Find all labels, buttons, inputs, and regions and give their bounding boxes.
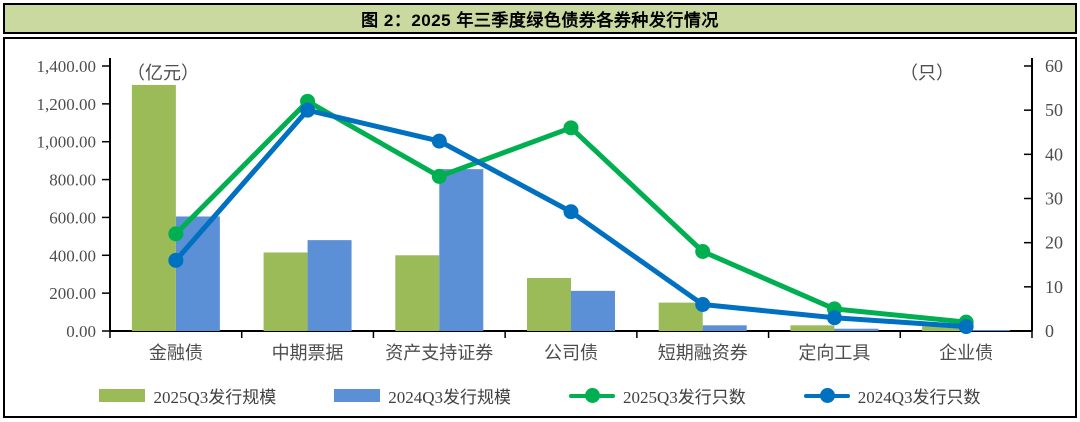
- svg-text:中期票据: 中期票据: [272, 343, 344, 363]
- bar-2025Q3发行规模-定向工具: [790, 325, 835, 331]
- point-2025Q3发行只数-资产支持证券: [431, 168, 447, 184]
- bar-2024Q3发行规模-中期票据: [307, 240, 352, 331]
- bar-2024Q3发行规模-资产支持证券: [439, 169, 484, 331]
- svg-text:600.00: 600.00: [49, 208, 96, 227]
- line-series: [168, 93, 974, 335]
- svg-text:60: 60: [1045, 56, 1063, 76]
- svg-text:（只）: （只）: [900, 63, 954, 83]
- bar-2024Q3发行规模-公司债: [571, 290, 615, 331]
- point-2025Q3发行只数-金融债: [168, 226, 184, 242]
- legend-bar-swatch: [99, 389, 146, 402]
- svg-text:1,000.00: 1,000.00: [37, 133, 97, 152]
- svg-text:10: 10: [1045, 277, 1063, 297]
- svg-text:资产支持证券: 资产支持证券: [385, 343, 493, 363]
- svg-text:30: 30: [1045, 189, 1063, 209]
- svg-text:1,200.00: 1,200.00: [37, 95, 97, 114]
- legend-item-1: 2025Q3发行规模: [99, 383, 276, 408]
- point-2024Q3发行只数-企业债: [958, 319, 974, 335]
- bar-2024Q3发行规模-企业债: [966, 330, 1011, 331]
- svg-text:金融债: 金融债: [149, 343, 203, 363]
- chart-panel: （亿元） （只） 1,400.00 1,200.00 1,000.00 800.00 600…: [3, 37, 1077, 418]
- bar-2024Q3发行规模-短期融资券: [702, 325, 747, 331]
- svg-text:50: 50: [1045, 100, 1063, 120]
- bar-2025Q3发行规模-金融债: [131, 84, 176, 331]
- legend-line-swatch: [803, 388, 850, 403]
- x-axis: 金融债 中期票据 资产支持证券 公司债 短期融资券 定向工具 企业债: [109, 330, 1033, 363]
- svg-text:800.00: 800.00: [49, 171, 96, 190]
- bar-2025Q3发行规模-企业债: [922, 326, 967, 331]
- point-2024Q3发行只数-定向工具: [826, 310, 842, 326]
- chart-title-bar: 图 2：2025 年三季度绿色债券各券种发行情况: [3, 3, 1077, 34]
- point-2024Q3发行只数-短期融资券: [695, 297, 711, 312]
- bar-2025Q3发行规模-中期票据: [263, 252, 308, 331]
- legend-label: 2025Q3发行规模: [153, 388, 277, 407]
- svg-text:短期融资券: 短期融资券: [658, 343, 748, 363]
- y-axis-left: 1,400.00 1,200.00 1,000.00 800.00 600.00 400.…: [37, 57, 111, 341]
- bar-2025Q3发行规模-公司债: [527, 278, 571, 331]
- legend-label: 2025Q3发行只数: [623, 388, 746, 407]
- chart-title: 图 2：2025 年三季度绿色债券各券种发行情况: [361, 11, 719, 30]
- svg-text:（亿元）: （亿元）: [127, 63, 199, 83]
- bar-2025Q3发行规模-资产支持证券: [395, 255, 440, 331]
- point-2025Q3发行只数-短期融资券: [695, 244, 711, 259]
- bar-2024Q3发行规模-定向工具: [834, 328, 879, 331]
- bar-2025Q3发行规模-短期融资券: [658, 302, 703, 331]
- svg-text:公司债: 公司债: [544, 343, 598, 363]
- svg-text:定向工具: 定向工具: [798, 343, 870, 363]
- point-2024Q3发行只数-中期票据: [300, 102, 316, 118]
- point-2024Q3发行只数-金融债: [168, 252, 184, 268]
- svg-text:1,400.00: 1,400.00: [37, 57, 97, 76]
- point-2024Q3发行只数-公司债: [563, 204, 579, 220]
- legend-bar-swatch: [334, 389, 381, 402]
- legend-label: 2024Q3发行规模: [388, 388, 511, 407]
- svg-text:20: 20: [1045, 233, 1063, 253]
- legend-item-3: 2025Q3发行只数: [569, 383, 746, 408]
- axis-unit-labels: （亿元） （只）: [127, 63, 954, 83]
- y-axis-right: 60 50 40 30 20 10 0: [1024, 56, 1063, 341]
- point-2024Q3发行只数-资产支持证券: [431, 133, 447, 149]
- legend-item-2: 2024Q3发行规模: [334, 383, 511, 408]
- chart-plot-area: （亿元） （只）1,400.001,200.001,000.00800.00600…: [37, 56, 1064, 363]
- point-2025Q3发行只数-公司债: [563, 120, 579, 136]
- svg-text:0: 0: [1045, 321, 1054, 341]
- svg-text:企业债: 企业债: [939, 343, 993, 363]
- legend-line-swatch: [569, 388, 615, 403]
- legend-item-4: 2024Q3发行只数: [803, 383, 981, 408]
- legend-label: 2024Q3发行只数: [857, 388, 981, 407]
- bar-series: [131, 84, 1011, 331]
- svg-text:200.00: 200.00: [49, 284, 96, 303]
- svg-text:40: 40: [1045, 144, 1063, 164]
- chart-legend: 2025Q3发行规模 2024Q3发行规模 2025Q3发行只数 2024Q3发行只数: [5, 383, 1075, 408]
- svg-text:0.00: 0.00: [66, 322, 96, 341]
- svg-text:400.00: 400.00: [49, 246, 96, 265]
